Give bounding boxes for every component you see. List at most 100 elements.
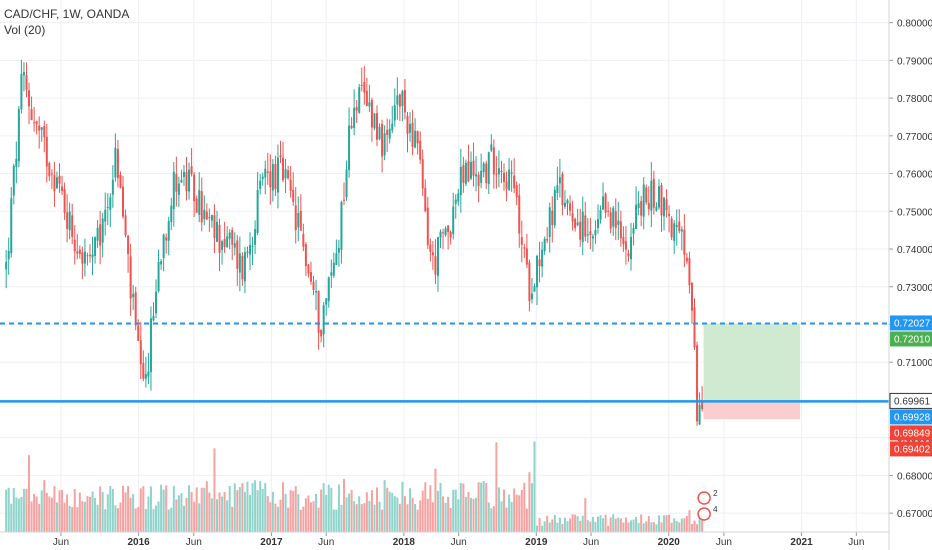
volume-bar [91,491,94,532]
candle-body [612,207,615,227]
volume-bar [383,480,386,532]
volume-bar [218,492,221,532]
volume-bar [508,494,511,532]
volume-bar [411,497,414,532]
volume-bar [68,505,71,532]
volume-bar [284,493,287,532]
volume-bar [152,509,155,532]
volume-bar [134,508,137,532]
candle-body [325,298,328,305]
candle-body [640,201,643,216]
candle-body [409,123,412,133]
volume-bar [337,484,340,532]
volume-bar [137,506,140,532]
candle-body [607,210,610,212]
candle-body [472,160,475,176]
candle-body [574,218,577,229]
y-tick-label: 0.78000 [897,94,932,105]
candle-body [45,136,48,167]
volume-bar [348,493,351,532]
candle-body [642,184,645,217]
price-tag [890,425,932,441]
candle-body [231,230,234,245]
candle-body [149,318,152,373]
candle-body [485,163,488,184]
volume-bar [457,499,460,532]
volume-bar [50,497,53,532]
candle-body [134,292,137,326]
candle-body [332,262,335,276]
volume-bar [569,518,572,532]
price-tag [890,331,932,347]
volume-bar [228,485,231,532]
volume-bar [398,503,401,532]
candle-body [477,174,480,186]
volume-bar [33,493,36,532]
volume-bar [485,482,488,532]
candle-body [693,307,696,348]
volume-bar [386,487,389,532]
volume-bar [477,482,480,532]
volume-bar [66,494,69,532]
y-tick-label: 0.67000 [897,509,932,520]
volume-bar [76,507,79,532]
candle-body [462,165,465,183]
volume-bar [249,495,252,532]
volume-bar [12,488,15,532]
volume-bar [683,518,686,532]
candle-body [50,173,53,175]
candle-body [33,122,36,124]
candle-body [249,244,252,255]
candle-body [454,199,457,204]
candle-body [167,221,170,241]
y-tick-label: 0.73000 [897,283,932,294]
volume-bar [48,496,51,532]
volume-bar [447,496,450,532]
candle-body [609,212,612,229]
volume-bar [388,491,391,532]
volume-bar [304,498,307,532]
candle-body [302,234,305,247]
candle-body [495,173,498,175]
candle-body [576,222,579,226]
candle-body [99,224,102,246]
price-tags: 0.72027 0.72010 0.69961 0.69928 0.69849 0.694… [889,315,932,457]
candle-body [287,170,290,179]
volume-bar [312,501,315,532]
volume-bar [518,495,521,532]
candle-body [386,129,389,136]
candle-body [152,315,155,321]
candle-body [556,185,559,194]
candle-body [426,207,429,246]
volume-bar [492,506,495,532]
volume-bar [182,505,185,532]
volume-bar [101,492,104,532]
candle-body [294,205,297,231]
volume-bar [462,483,465,532]
candle-body [482,163,485,173]
volume-bar [73,488,76,532]
volume-bar [419,500,422,532]
candle-body [690,282,693,311]
volume-bar [231,506,234,532]
volume-bar [480,482,483,532]
volume-bar [472,498,475,532]
candle-body [185,172,188,192]
volume-bar [591,516,594,532]
candle-body [119,174,122,188]
candle-body [543,238,546,251]
candle-body [698,404,701,425]
candle-body [116,148,119,179]
volume-bar [558,517,561,532]
volume-bar [602,518,605,532]
volume-bar [680,518,683,532]
volume-bar [668,514,671,532]
candle-body [596,218,599,228]
volume-bar [358,496,361,532]
volume-bar [180,493,183,532]
candle-body [388,128,391,139]
volume-bar [111,488,114,532]
volume-bar [177,495,180,532]
